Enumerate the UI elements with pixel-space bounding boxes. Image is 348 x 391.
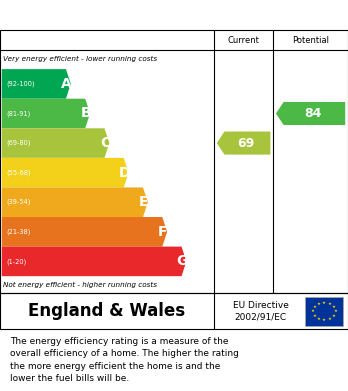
Polygon shape [2, 247, 187, 276]
Text: EU Directive
2002/91/EC: EU Directive 2002/91/EC [233, 301, 289, 322]
Text: ★: ★ [328, 302, 332, 306]
Bar [305, 297, 343, 326]
Text: ★: ★ [322, 301, 326, 305]
Text: (92-100): (92-100) [6, 81, 34, 87]
Text: A: A [61, 77, 72, 91]
Text: ★: ★ [316, 302, 320, 306]
Text: (1-20): (1-20) [6, 258, 26, 265]
Text: B: B [81, 106, 91, 120]
Text: 84: 84 [304, 107, 322, 120]
Text: England & Wales: England & Wales [29, 302, 185, 320]
Text: ★: ★ [322, 318, 326, 322]
Text: (39-54): (39-54) [6, 199, 30, 206]
Polygon shape [276, 102, 345, 125]
Text: F: F [158, 225, 168, 239]
Text: ★: ★ [328, 317, 332, 321]
Text: Energy Efficiency Rating: Energy Efficiency Rating [10, 8, 220, 23]
Text: C: C [100, 136, 110, 150]
Text: ★: ★ [312, 305, 316, 309]
Polygon shape [217, 131, 270, 154]
Polygon shape [2, 217, 167, 247]
Polygon shape [2, 187, 148, 217]
Text: (55-68): (55-68) [6, 169, 31, 176]
Text: (69-80): (69-80) [6, 140, 30, 146]
Text: Very energy efficient - lower running costs: Very energy efficient - lower running co… [3, 56, 158, 62]
Text: E: E [139, 195, 149, 209]
Text: ★: ★ [333, 309, 337, 313]
Text: Not energy efficient - higher running costs: Not energy efficient - higher running co… [3, 282, 158, 288]
Text: The energy efficiency rating is a measure of the
overall efficiency of a home. T: The energy efficiency rating is a measur… [10, 337, 239, 383]
Text: Potential: Potential [292, 36, 329, 45]
Polygon shape [2, 128, 109, 158]
Text: 69: 69 [237, 136, 254, 150]
Text: ★: ★ [316, 317, 320, 321]
Polygon shape [2, 158, 129, 187]
Text: Current: Current [228, 36, 260, 45]
Text: ★: ★ [311, 309, 315, 313]
Text: ★: ★ [332, 305, 336, 309]
Text: D: D [119, 166, 130, 179]
Text: ★: ★ [312, 314, 316, 317]
Text: G: G [176, 255, 188, 268]
Text: (81-91): (81-91) [6, 110, 30, 117]
Text: (21-38): (21-38) [6, 229, 30, 235]
Polygon shape [2, 69, 71, 99]
Polygon shape [2, 99, 90, 128]
Text: ★: ★ [332, 314, 336, 317]
